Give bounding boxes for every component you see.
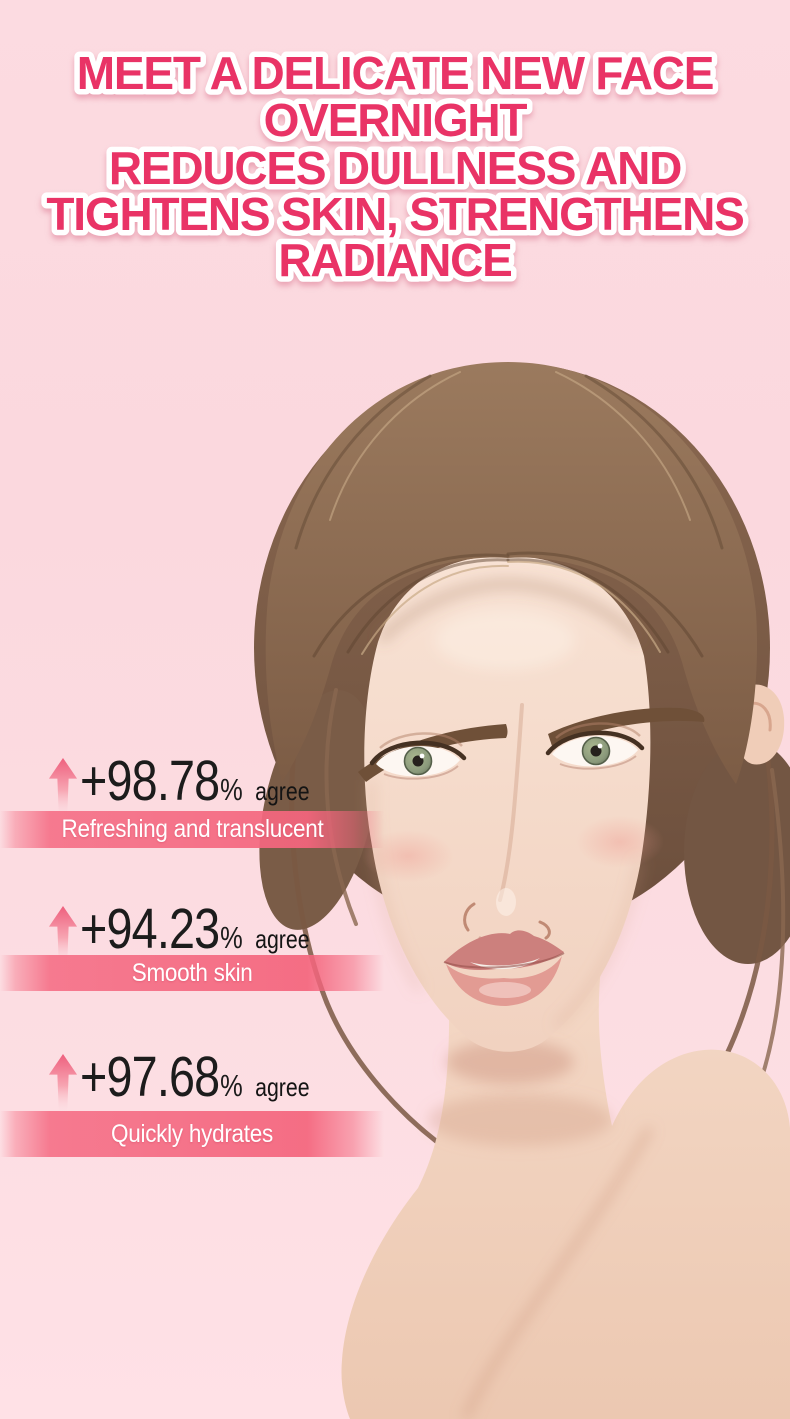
stat-label: Refreshing and translucent bbox=[61, 815, 323, 843]
up-arrow-icon bbox=[48, 1053, 78, 1113]
headline-line-3: REDUCES DULLNESS AND bbox=[109, 142, 681, 194]
stat-note: agree bbox=[255, 1072, 310, 1102]
svg-text:MEET A DELICATE NEW FACE: MEET A DELICATE NEW FACE bbox=[77, 47, 714, 99]
stat-value: +94.23 bbox=[80, 897, 220, 961]
stat-banner: Smooth skin bbox=[0, 955, 384, 991]
stat-note: agree bbox=[255, 776, 310, 806]
headline-line-4: TIGHTENS SKIN, STRENGTHENS bbox=[46, 188, 743, 240]
shoulders bbox=[341, 958, 790, 1419]
stat-label: Smooth skin bbox=[131, 958, 253, 987]
stat-unit: % bbox=[220, 1068, 243, 1103]
eyes bbox=[369, 722, 645, 780]
stat-refreshing: +98.78 % agree Refreshing and translucen… bbox=[0, 752, 420, 902]
stat-value: +97.68 bbox=[80, 1045, 220, 1109]
eyebrows bbox=[358, 707, 705, 782]
headline-outline: MEET A DELICATE NEW FACE OVERNIGHT REDUC… bbox=[41, 42, 750, 292]
up-arrow-icon bbox=[48, 905, 78, 965]
face bbox=[362, 555, 664, 1052]
headline-line-2: OVERNIGHT bbox=[264, 94, 528, 146]
stat-label: Quickly hydrates bbox=[111, 1119, 273, 1148]
stat-value-row: +97.68 % agree bbox=[80, 1048, 310, 1106]
hair-front bbox=[265, 362, 758, 784]
svg-text:RADIANCE: RADIANCE bbox=[278, 234, 511, 286]
up-arrow-icon bbox=[48, 757, 78, 817]
headline-line-1: MEET A DELICATE NEW FACE bbox=[77, 47, 714, 99]
headline-text: MEET A DELICATE NEW FACE OVERNIGHT REDUC… bbox=[46, 47, 744, 286]
stat-banner: Refreshing and translucent bbox=[0, 811, 384, 848]
stat-value-row: +98.78 % agree bbox=[80, 752, 310, 810]
stat-smooth: +94.23 % agree Smooth skin bbox=[0, 900, 420, 1050]
svg-text:TIGHTENS SKIN, STRENGTHENS: TIGHTENS SKIN, STRENGTHENS bbox=[46, 188, 743, 240]
stat-unit: % bbox=[220, 920, 243, 955]
svg-text:REDUCES DULLNESS AND: REDUCES DULLNESS AND bbox=[109, 142, 681, 194]
stat-hydrates: +97.68 % agree Quickly hydrates bbox=[0, 1048, 420, 1198]
stat-banner: Quickly hydrates bbox=[0, 1111, 384, 1157]
headline-line-5: RADIANCE bbox=[278, 234, 511, 286]
stat-value-row: +94.23 % agree bbox=[80, 900, 310, 958]
stat-note: agree bbox=[255, 924, 310, 954]
stat-unit: % bbox=[220, 772, 243, 807]
headline: MEET A DELICATE NEW FACE OVERNIGHT REDUC… bbox=[41, 42, 750, 292]
stat-value: +98.78 bbox=[80, 749, 220, 813]
lips bbox=[443, 930, 565, 1006]
svg-text:OVERNIGHT: OVERNIGHT bbox=[264, 94, 528, 146]
